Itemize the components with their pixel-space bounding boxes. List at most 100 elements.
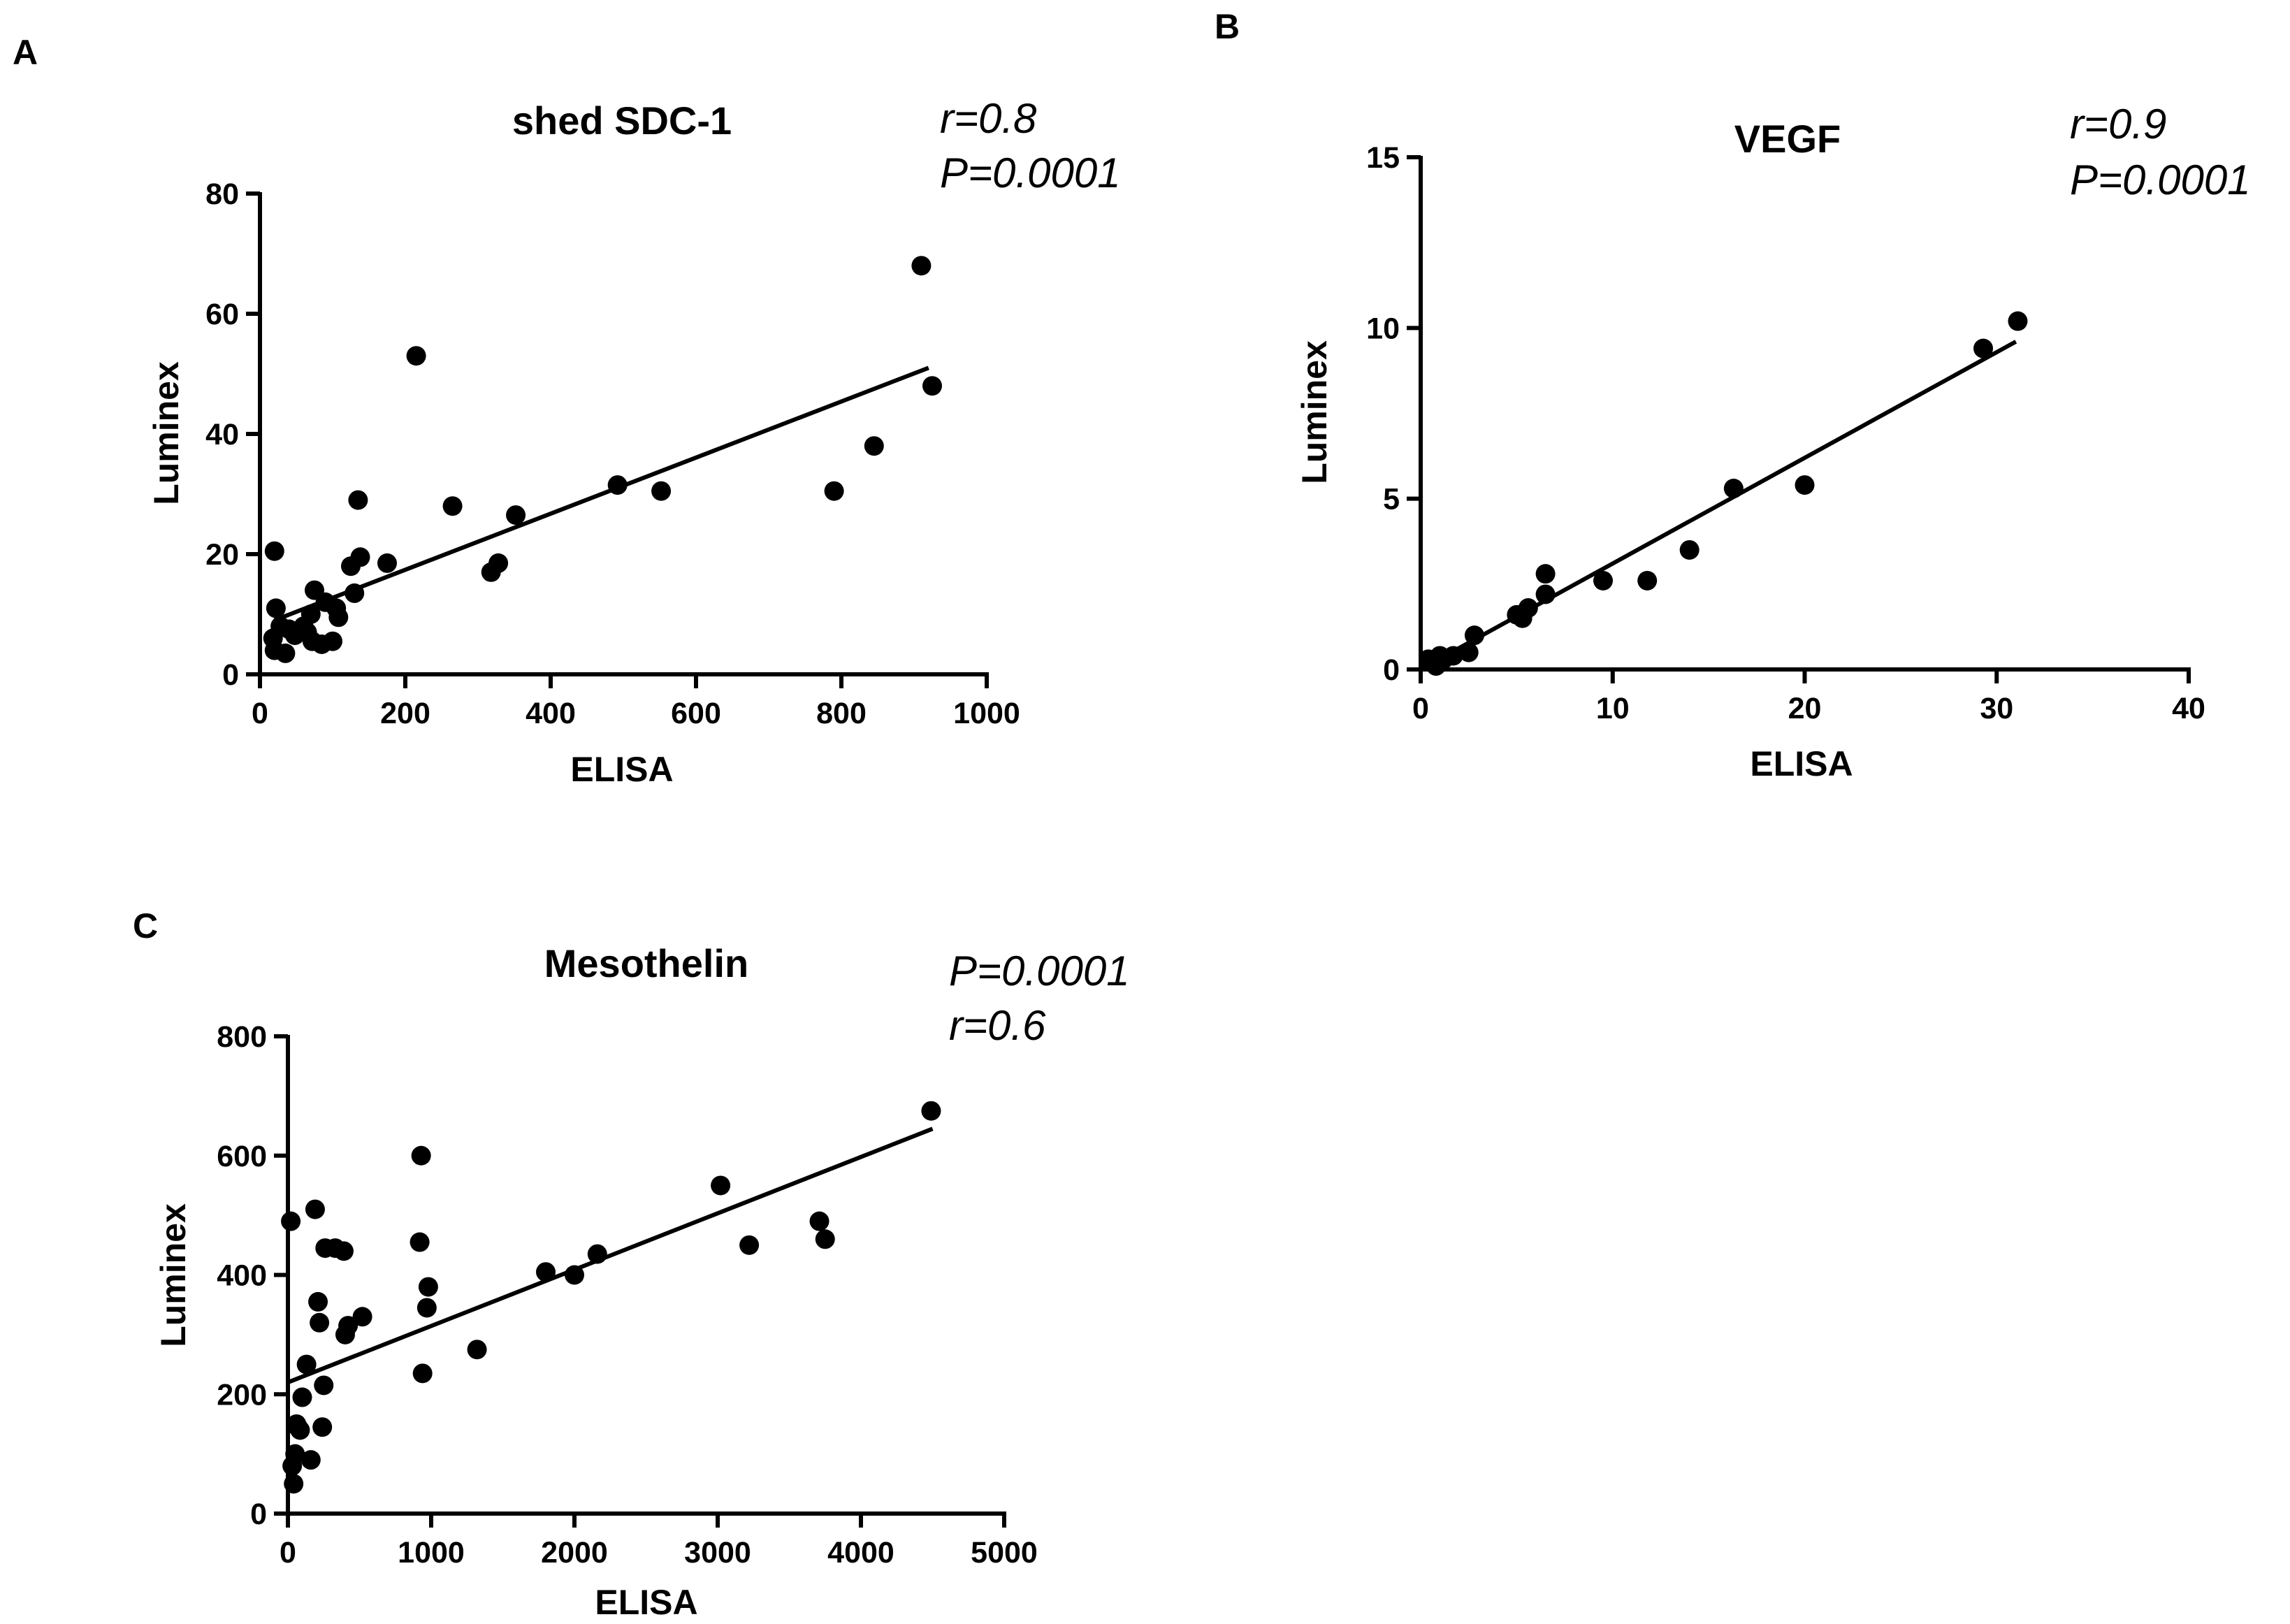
x-tick-label: 20 [1788,692,1822,725]
data-point [739,1235,760,1255]
data-point [296,1354,317,1375]
y-tick-label: 15 [1366,141,1400,175]
data-point [1518,598,1538,618]
data-point [285,1444,305,1464]
data-point [1679,539,1700,560]
data-point [1723,479,1744,499]
chart-title: VEGF [1734,117,1841,161]
x-tick-label: 4000 [827,1536,894,1569]
data-point [467,1340,487,1360]
panel-a: A shed SDC-1 r=0.8 P=0.0001 ELISA Lumine… [13,33,1121,789]
y-tick-label: 5 [1383,483,1400,516]
data-point [488,553,509,573]
x-tick-label: 0 [1412,692,1429,725]
x-tick-label: 200 [380,697,430,730]
data-point [922,376,942,396]
x-tick-label: 10 [1596,692,1630,725]
data-point [1593,570,1614,590]
data-point [348,490,368,510]
x-tick-label: 5000 [971,1536,1038,1569]
data-point [607,475,628,495]
stat-line-1: r=0.9 [2070,101,2166,147]
y-tick-label: 0 [1383,653,1400,687]
panel-c: C Mesothelin P=0.0001 r=0.6 ELISA Lumine… [133,906,1130,1622]
data-point [711,1175,731,1196]
regression-line [273,365,929,623]
data-point [308,1291,328,1312]
panel-letter: B [1215,7,1240,46]
data-point [312,1417,333,1437]
data-point [412,1363,433,1384]
x-tick-label: 30 [1980,692,2013,725]
data-point [281,1211,301,1231]
x-tick-label: 1000 [398,1536,465,1569]
x-tick-label: 3000 [684,1536,751,1569]
data-point [264,541,284,561]
data-point [416,1298,437,1318]
y-tick-label: 0 [250,1498,267,1531]
data-point [815,1229,835,1249]
data-point [911,256,932,276]
y-tick-label: 800 [217,1020,267,1054]
regression-line [287,1126,934,1384]
y-tick-label: 600 [217,1140,267,1173]
data-point [406,346,426,366]
y-tick-label: 80 [205,177,239,211]
x-tick-label: 2000 [541,1536,608,1569]
data-point [338,1316,358,1336]
x-tick-label: 1000 [953,697,1020,730]
y-axis-label: Luminex [154,1203,193,1347]
data-point [1458,642,1479,662]
y-tick-label: 10 [1366,312,1400,345]
data-point [536,1262,556,1282]
data-point [809,1211,829,1231]
data-point [310,1312,330,1333]
data-point [292,1387,312,1407]
y-tick-label: 0 [222,658,239,692]
x-tick-label: 800 [816,697,867,730]
data-point [411,1145,431,1166]
data-point [1637,570,1658,590]
data-point [290,1420,310,1440]
data-point [565,1265,584,1285]
chart-title: Mesothelin [544,941,748,985]
x-axis-label: ELISA [1750,744,1853,783]
data-point [350,547,370,567]
x-tick-label: 0 [252,697,268,730]
panel-letter: A [13,33,38,72]
chart-title: shed SDC-1 [512,99,732,143]
stat-line-2: P=0.0001 [940,150,1121,196]
x-tick-label: 40 [2172,692,2205,725]
data-point [921,1101,941,1121]
data-point [1535,584,1556,604]
data-point [418,1277,438,1297]
data-point [442,496,463,516]
stat-line-1: r=0.8 [940,95,1037,142]
data-point [284,1474,304,1494]
stat-line-2: P=0.0001 [2070,157,2251,203]
y-tick-label: 20 [205,538,239,572]
data-point [333,1241,354,1261]
data-point [314,1375,334,1395]
data-point [377,553,397,573]
data-point [506,505,526,525]
data-point [1795,475,1815,495]
panel-letter: C [133,906,158,945]
y-axis-label: Luminex [147,361,186,505]
data-point [1464,625,1484,646]
data-point [266,598,286,618]
data-point [864,436,884,456]
data-point [323,631,342,651]
x-axis-label: ELISA [570,750,673,789]
stat-line-1: P=0.0001 [949,948,1130,994]
data-point [1443,646,1463,666]
x-axis-label: ELISA [595,1583,697,1622]
data-point [824,481,844,501]
y-tick-label: 400 [217,1259,267,1293]
data-point [305,1199,325,1219]
data-point [345,583,365,603]
data-point [2008,311,2028,331]
stat-line-2: r=0.6 [949,1002,1046,1049]
y-tick-label: 60 [205,298,239,331]
